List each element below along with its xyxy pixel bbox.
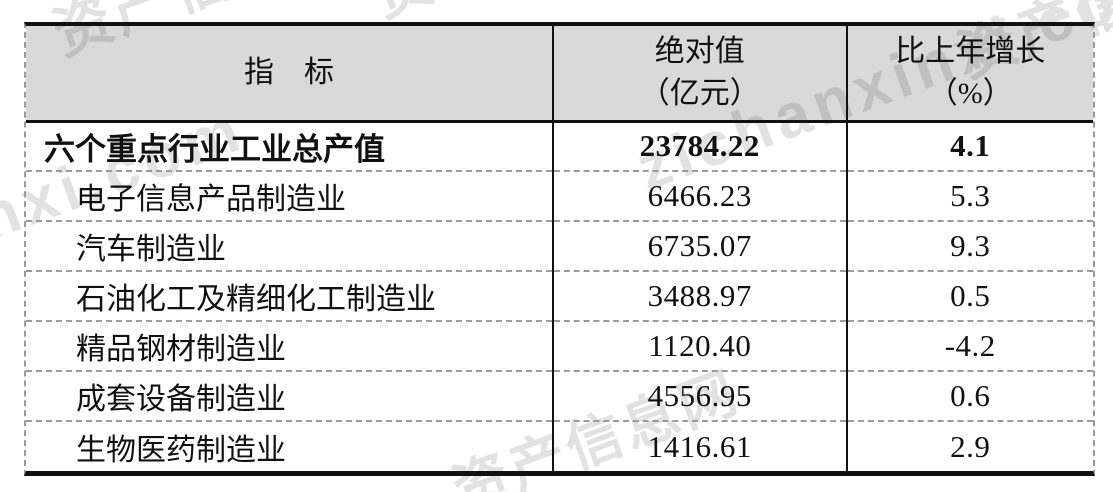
header-growth-line1: 比上年增长: [895, 34, 1046, 68]
value-cell: 3488.97: [552, 270, 847, 321]
value-cell: 4556.95: [552, 370, 847, 421]
indicator-cell: 生物医药制造业: [26, 420, 554, 471]
value-cell: 23784.22: [552, 121, 847, 171]
growth-cell: 9.3: [845, 220, 1093, 271]
header-indicator: 指 标: [26, 26, 554, 123]
growth-cell: -4.2: [845, 320, 1093, 371]
indicator-cell: 电子信息产品制造业: [26, 170, 554, 221]
value-cell: 1120.40: [552, 320, 847, 371]
indicator-cell: 汽车制造业: [26, 220, 554, 271]
header-absolute-value: 绝对值 （亿元）: [552, 26, 847, 123]
header-absolute-value-line2: （亿元）: [639, 76, 760, 110]
table-row: 生物医药制造业 1416.61 2.9: [26, 420, 1093, 471]
indicator-cell: 成套设备制造业: [26, 370, 554, 421]
growth-cell: 2.9: [845, 420, 1093, 471]
growth-cell: 0.5: [845, 270, 1093, 321]
table-row: 精品钢材制造业 1120.40 -4.2: [26, 320, 1093, 371]
header-growth-line2: （%）: [927, 76, 1013, 110]
header-growth: 比上年增长 （%）: [845, 26, 1093, 123]
header-absolute-value-line1: 绝对值: [654, 34, 745, 68]
table-row: 汽车制造业 6735.07 9.3: [26, 220, 1093, 271]
header-row: 指 标 绝对值 （亿元） 比上年增长 （%）: [26, 26, 1093, 123]
value-cell: 6466.23: [552, 170, 847, 221]
indicator-cell: 精品钢材制造业: [26, 320, 554, 371]
indicator-cell: 六个重点行业工业总产值: [44, 131, 385, 167]
indicator-cell: 石油化工及精细化工制造业: [26, 270, 554, 321]
table-row: 六个重点行业工业总产值 23784.22 4.1: [26, 121, 1093, 171]
table-row: 成套设备制造业 4556.95 0.6: [26, 370, 1093, 421]
growth-cell: 5.3: [845, 170, 1093, 221]
growth-cell: 0.6: [845, 370, 1093, 421]
growth-cell: 4.1: [845, 121, 1093, 171]
value-cell: 6735.07: [552, 220, 847, 271]
table-row: 电子信息产品制造业 6466.23 5.3: [26, 170, 1093, 221]
industry-output-table: 指 标 绝对值 （亿元） 比上年增长 （%） 六个重点行业工业总产值 23784…: [24, 22, 1095, 476]
table-row: 石油化工及精细化工制造业 3488.97 0.5: [26, 270, 1093, 321]
value-cell: 1416.61: [552, 420, 847, 471]
